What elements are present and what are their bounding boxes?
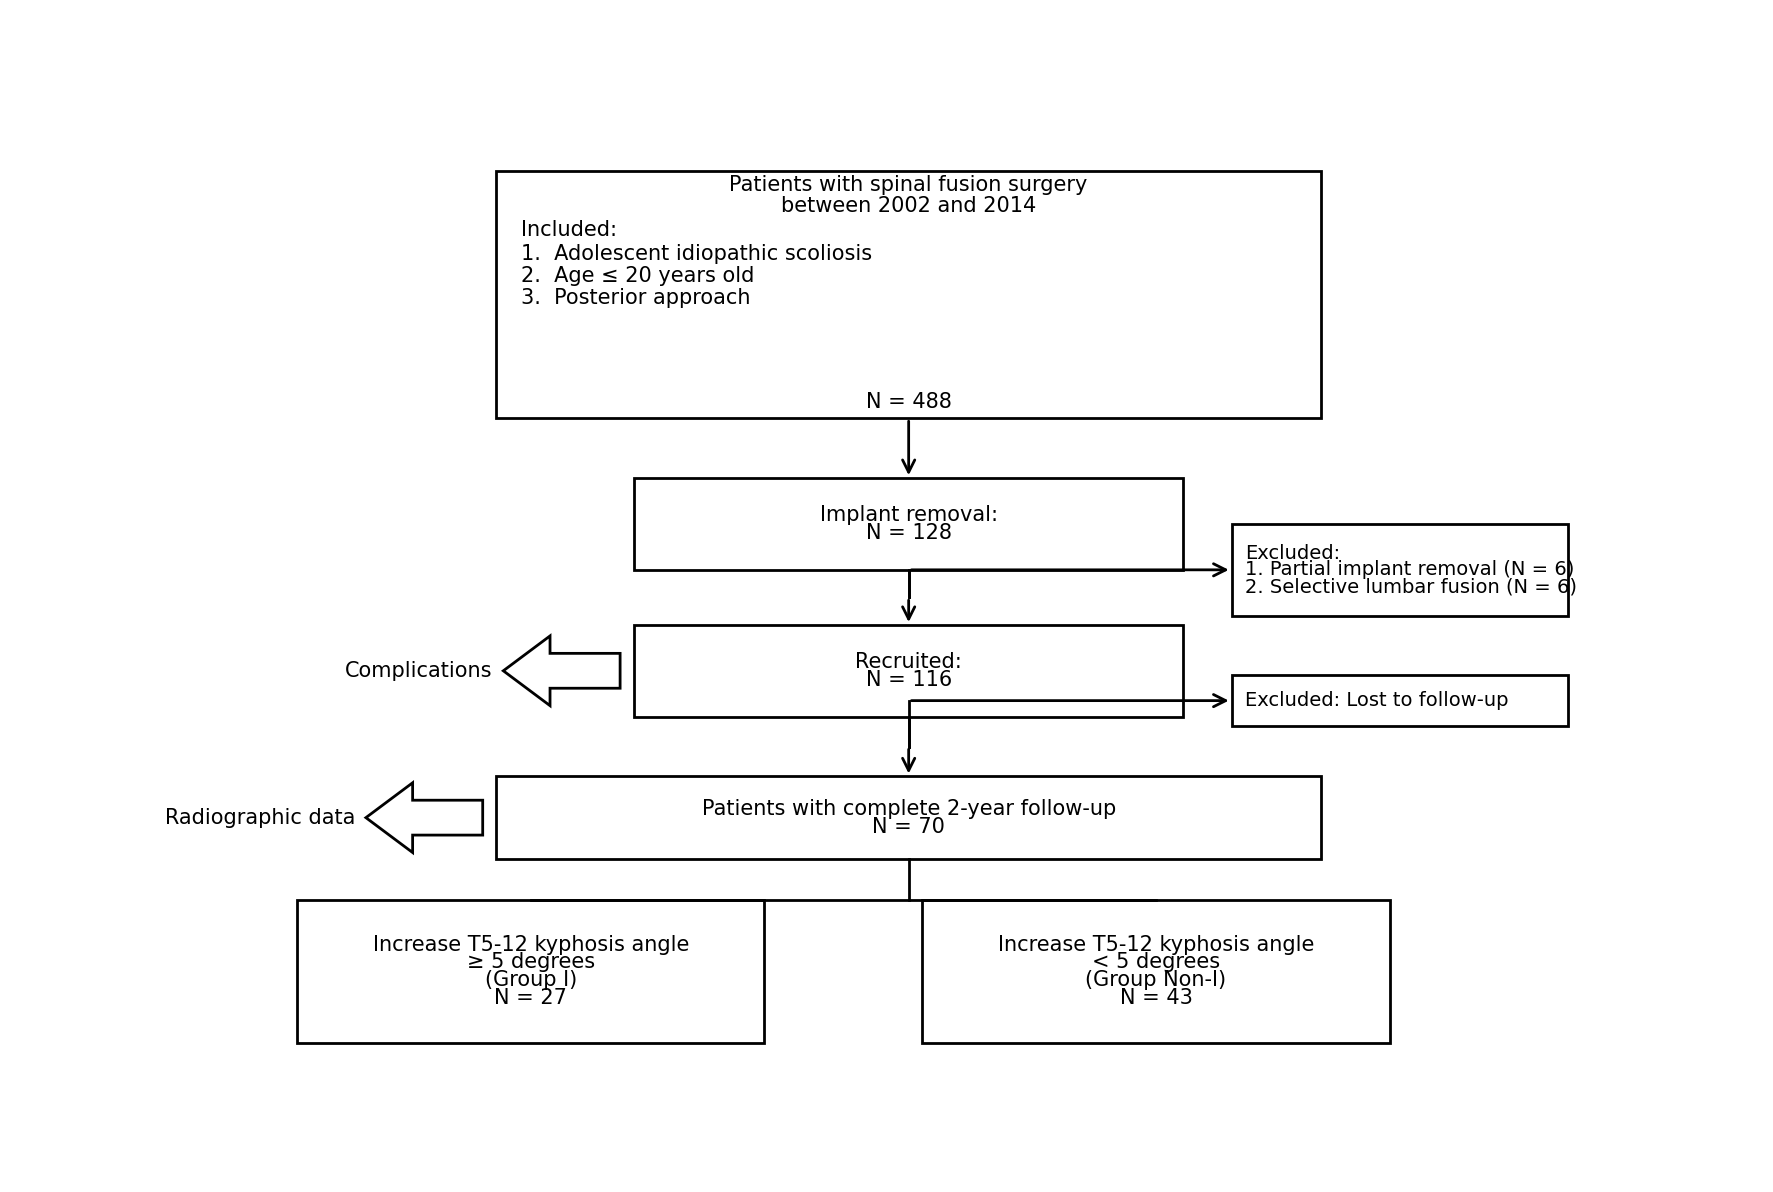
FancyBboxPatch shape: [1232, 524, 1569, 616]
Text: N = 488: N = 488: [865, 392, 952, 411]
FancyBboxPatch shape: [496, 170, 1321, 418]
FancyBboxPatch shape: [1232, 676, 1569, 726]
Text: 1.  Adolescent idiopathic scoliosis: 1. Adolescent idiopathic scoliosis: [521, 243, 872, 263]
Text: 1. Partial implant removal (N = 6): 1. Partial implant removal (N = 6): [1245, 560, 1574, 579]
FancyBboxPatch shape: [496, 776, 1321, 859]
Text: 3.  Posterior approach: 3. Posterior approach: [521, 288, 750, 308]
Text: Increase T5-12 kyphosis angle: Increase T5-12 kyphosis angle: [372, 935, 690, 955]
Text: Implant removal:: Implant removal:: [819, 505, 998, 524]
Text: (Group I): (Group I): [484, 970, 576, 991]
Text: N = 116: N = 116: [865, 670, 952, 690]
Text: Included:: Included:: [521, 219, 617, 240]
FancyBboxPatch shape: [635, 625, 1184, 716]
FancyBboxPatch shape: [298, 900, 764, 1043]
Text: N = 128: N = 128: [865, 523, 952, 542]
Text: Increase T5-12 kyphosis angle: Increase T5-12 kyphosis angle: [998, 935, 1314, 955]
Text: N = 43: N = 43: [1119, 988, 1193, 1008]
Polygon shape: [365, 783, 482, 852]
Text: between 2002 and 2014: between 2002 and 2014: [782, 195, 1035, 216]
Text: N = 27: N = 27: [495, 988, 567, 1008]
Text: Patients with complete 2-year follow-up: Patients with complete 2-year follow-up: [702, 799, 1115, 819]
Text: 2. Selective lumbar fusion (N = 6): 2. Selective lumbar fusion (N = 6): [1245, 577, 1578, 596]
Text: Patients with spinal fusion surgery: Patients with spinal fusion surgery: [729, 175, 1089, 195]
FancyBboxPatch shape: [635, 478, 1184, 570]
FancyBboxPatch shape: [922, 900, 1390, 1043]
Polygon shape: [504, 635, 621, 706]
Text: ≥ 5 degrees: ≥ 5 degrees: [466, 952, 596, 973]
Text: N = 70: N = 70: [872, 817, 945, 837]
Text: (Group Non-I): (Group Non-I): [1085, 970, 1227, 991]
Text: Complications: Complications: [344, 660, 493, 681]
Text: < 5 degrees: < 5 degrees: [1092, 952, 1220, 973]
Text: 2.  Age ≤ 20 years old: 2. Age ≤ 20 years old: [521, 266, 755, 286]
Text: Excluded: Lost to follow-up: Excluded: Lost to follow-up: [1245, 691, 1509, 710]
Text: Recruited:: Recruited:: [855, 652, 963, 672]
Text: Radiographic data: Radiographic data: [165, 808, 355, 827]
Text: Excluded:: Excluded:: [1245, 544, 1340, 563]
